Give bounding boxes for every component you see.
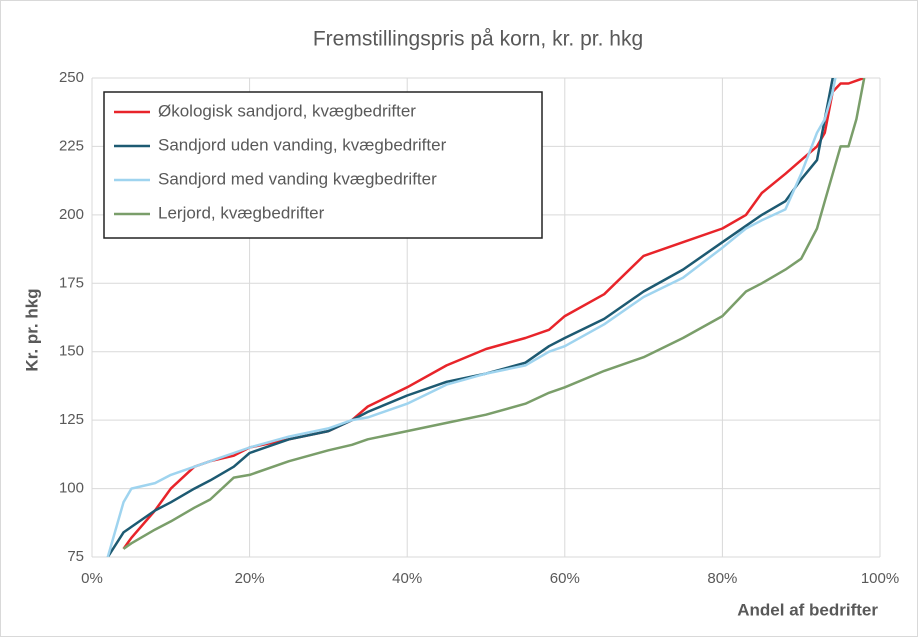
y-tick-label: 150 xyxy=(59,343,84,360)
legend-box xyxy=(103,91,543,239)
y-tick-label: 125 xyxy=(59,411,84,428)
y-tick-label: 175 xyxy=(59,274,84,291)
y-tick-label: 250 xyxy=(59,69,84,86)
y-tick-label: 225 xyxy=(59,137,84,154)
legend-label: Sandjord uden vanding, kvægbedrifter xyxy=(158,135,447,154)
x-tick-label: 60% xyxy=(550,570,580,587)
y-tick-label: 75 xyxy=(67,548,84,565)
y-tick-label: 100 xyxy=(59,480,84,497)
legend-label: Sandjord med vanding kvægbedrifter xyxy=(158,169,437,188)
x-tick-label: 100% xyxy=(861,570,899,587)
series-line xyxy=(106,78,837,557)
x-tick-label: 0% xyxy=(81,570,103,587)
x-tick-label: 20% xyxy=(235,570,265,587)
plot-lines xyxy=(106,78,866,557)
legend-label: Lerjord, kvægbedrifter xyxy=(158,203,325,222)
series-line xyxy=(122,78,866,550)
x-tick-label: 80% xyxy=(707,570,737,587)
chart-title: Fremstillingspris på korn, kr. pr. hkg xyxy=(313,28,643,51)
y-tick-label: 200 xyxy=(59,206,84,223)
y-axis-label: Kr. pr. hkg xyxy=(22,288,41,371)
x-axis-label: Andel af bedrifter xyxy=(737,600,878,619)
legend-label: Økologisk sandjord, kvægbedrifter xyxy=(158,101,416,120)
x-tick-label: 40% xyxy=(392,570,422,587)
